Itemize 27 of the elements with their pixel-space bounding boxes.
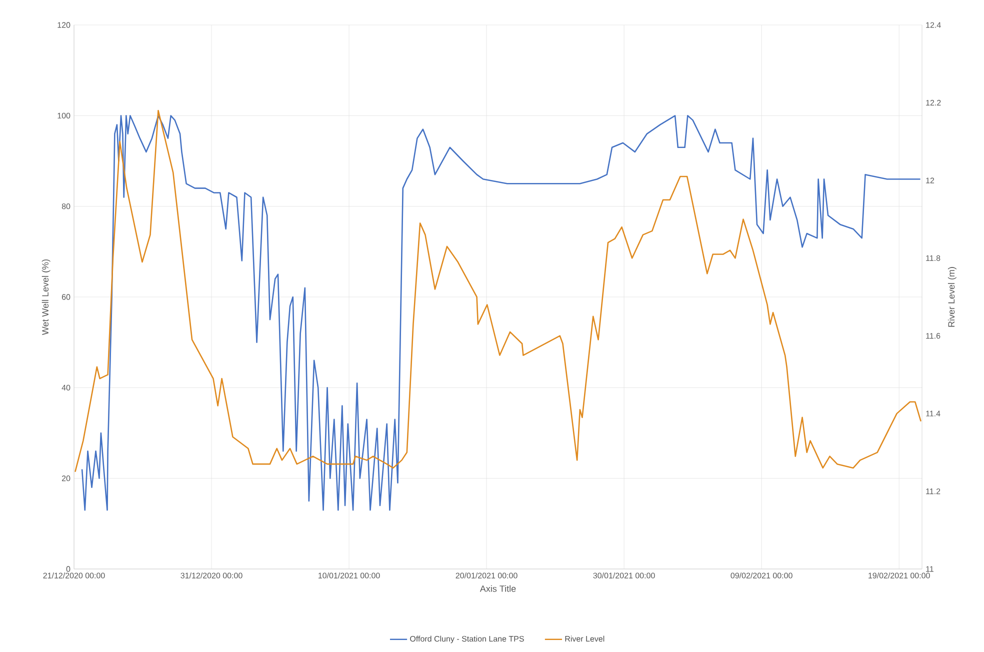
y2-tick-label: 11.8 xyxy=(926,255,940,261)
y-tick-label: 0 xyxy=(66,566,70,572)
y-tick-label: 100 xyxy=(58,112,70,118)
y2-tick-label: 11.4 xyxy=(926,410,940,416)
y2-tick-label: 12.2 xyxy=(926,100,941,106)
x-tick-label: 21/12/2020 00:00 xyxy=(43,572,105,578)
y-tick-label: 120 xyxy=(58,22,70,28)
y2-tick-label: 11.6 xyxy=(926,333,940,339)
y-axis-title: Wet Well Level (%) xyxy=(42,259,50,336)
x-tick-label: 30/01/2021 00:00 xyxy=(593,572,655,578)
x-tick-label: 19/02/2021 00:00 xyxy=(868,572,930,578)
y-tick-label: 20 xyxy=(62,475,70,482)
y2-tick-label: 12.4 xyxy=(926,22,941,28)
y-tick-label: 80 xyxy=(62,203,70,210)
y-tick-label: 40 xyxy=(62,384,70,390)
legend-label: Offord Cluny - Station Lane TPS xyxy=(410,636,524,644)
y2-tick-label: 11.2 xyxy=(926,488,940,494)
y2-tick-label: 12 xyxy=(926,178,934,184)
x-tick-label: 20/01/2021 00:00 xyxy=(456,572,518,578)
y-tick-label: 60 xyxy=(62,294,70,300)
x-tick-label: 10/01/2021 00:00 xyxy=(318,572,380,578)
x-tick-label: 31/12/2020 00:00 xyxy=(180,572,242,578)
y2-axis-title: River Level (m) xyxy=(948,267,956,327)
x-tick-label: 09/02/2021 00:00 xyxy=(730,572,792,578)
y2-tick-label: 11 xyxy=(926,566,934,572)
x-axis-title: Axis Title xyxy=(480,585,516,592)
legend-label: River Level xyxy=(565,636,604,642)
